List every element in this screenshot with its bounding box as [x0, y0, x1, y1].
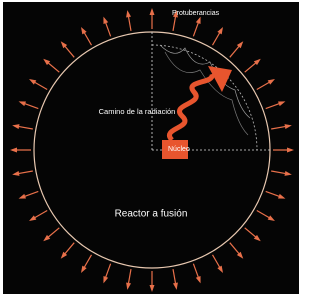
title: Reactor a fusión [115, 209, 188, 220]
label: Camino de la radiación [99, 107, 176, 116]
diagram: Protuberancias Camino de la radiación Nú… [0, 0, 302, 302]
label: Núcleo [168, 146, 190, 153]
page: Protuberancias Camino de la radiación Nú… [0, 0, 302, 302]
background [3, 2, 299, 294]
label: Protuberancias [172, 10, 220, 17]
